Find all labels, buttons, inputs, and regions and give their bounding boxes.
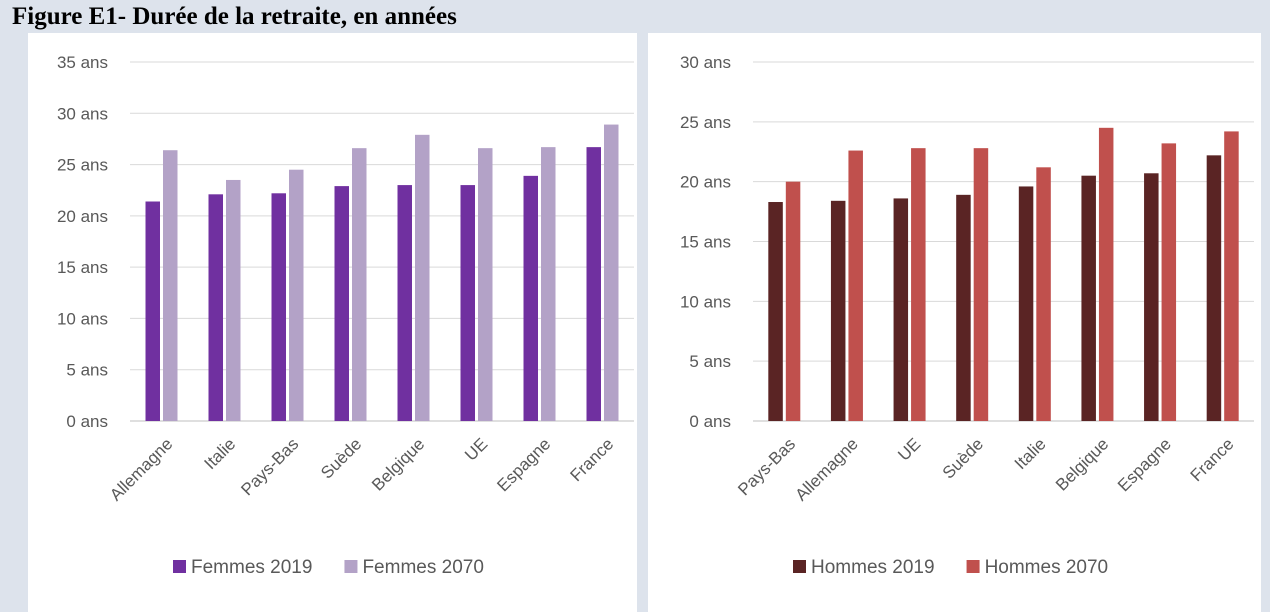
x-category-label: Belgique [1052, 434, 1112, 494]
y-tick-label: 5 ans [689, 352, 731, 371]
bar-su-de-2070 [973, 148, 989, 421]
x-category-label: Italie [200, 434, 239, 473]
bar-ue-2070 [911, 148, 926, 421]
x-category-label: Suède [317, 434, 365, 482]
y-tick-label: 35 ans [57, 53, 108, 72]
bar-belgique-2070 [1098, 127, 1114, 422]
bar-ue-2070 [478, 148, 493, 421]
bar-france-2019 [586, 147, 601, 421]
bar-espagne-2019 [1144, 173, 1159, 421]
bar-allemagne-2070 [848, 150, 863, 421]
x-category-label: Pays-Bas [237, 434, 302, 499]
bar-italie-2019 [208, 194, 223, 421]
bar-pays-bas-2019 [271, 193, 286, 421]
bar-france-2019 [1206, 155, 1222, 421]
men-retirement-bar-chart: 0 ans 5 ans 10 ans 15 ans 20 ans 25 ans 30 ans… [680, 53, 1254, 578]
chart-panel-women: 0 ans 5 ans 10 ans 15 ans 20 ans 25 ans 30 ans… [28, 33, 637, 612]
bar-france-2070 [604, 124, 619, 421]
bar-pays-bas-2070 [289, 169, 304, 421]
legend-label: Hommes 2019 [811, 557, 935, 578]
y-tick-label: 15 ans [680, 233, 731, 252]
x-category-label: Allemagne [792, 434, 862, 504]
bar-su-de-2070 [352, 148, 367, 421]
legend-label: Femmes 2019 [191, 557, 312, 578]
bar-espagne-2070 [1161, 143, 1177, 421]
bar-belgique-2019 [397, 185, 412, 421]
y-tick-label: 20 ans [680, 173, 731, 192]
bar-italie-2070 [226, 179, 241, 421]
legend-swatch [173, 560, 186, 573]
bar-allemagne-2019 [145, 201, 160, 421]
bar-su-de-2019 [956, 194, 971, 421]
bar-allemagne-2019 [830, 200, 846, 421]
y-tick-label: 0 ans [689, 412, 731, 431]
x-category-label: France [566, 434, 617, 485]
figure-title: Figure E1- Durée de la retraite, en anné… [12, 3, 457, 30]
y-tick-label: 0 ans [66, 412, 108, 431]
bar-italie-2070 [1036, 167, 1051, 421]
y-tick-label: 30 ans [57, 104, 108, 123]
y-tick-label: 25 ans [57, 156, 108, 175]
bar-pays-bas-2070 [785, 181, 801, 421]
women-retirement-bar-chart: 0 ans 5 ans 10 ans 15 ans 20 ans 25 ans 30 ans… [57, 53, 634, 578]
x-category-label: France [1187, 434, 1238, 485]
bar-espagne-2070 [541, 147, 556, 421]
legend-label: Hommes 2070 [985, 557, 1109, 578]
bar-espagne-2019 [523, 175, 538, 421]
x-category-label: UE [461, 434, 491, 464]
x-category-label: Belgique [368, 434, 428, 494]
y-tick-label: 15 ans [57, 258, 108, 277]
bar-su-de-2019 [334, 186, 349, 421]
y-tick-label: 5 ans [66, 361, 108, 380]
x-category-label: Italie [1011, 434, 1050, 473]
y-tick-label: 30 ans [680, 53, 731, 72]
x-category-label: UE [894, 434, 924, 464]
bar-ue-2019 [460, 185, 475, 421]
bar-pays-bas-2019 [768, 202, 783, 421]
chart-panel-men: 0 ans 5 ans 10 ans 15 ans 20 ans 25 ans 30 ans… [648, 33, 1261, 612]
x-category-label: Espagne [1114, 434, 1175, 495]
bar-belgique-2070 [415, 134, 430, 421]
y-tick-label: 10 ans [57, 309, 108, 328]
bar-france-2070 [1224, 131, 1239, 421]
legend-swatch [966, 560, 980, 573]
legend-swatch [793, 560, 806, 573]
y-tick-label: 20 ans [57, 207, 108, 226]
bar-allemagne-2070 [163, 150, 178, 421]
bar-italie-2019 [1018, 186, 1034, 421]
bar-ue-2019 [893, 198, 909, 421]
bar-belgique-2019 [1081, 175, 1096, 421]
x-category-label: Suède [939, 434, 987, 482]
x-category-label: Pays-Bas [734, 434, 799, 499]
x-category-label: Espagne [493, 434, 554, 495]
y-tick-label: 10 ans [680, 292, 731, 311]
legend-swatch [344, 560, 358, 573]
legend-label: Femmes 2070 [362, 557, 483, 578]
x-category-label: Allemagne [106, 434, 176, 504]
y-tick-label: 25 ans [680, 113, 731, 132]
